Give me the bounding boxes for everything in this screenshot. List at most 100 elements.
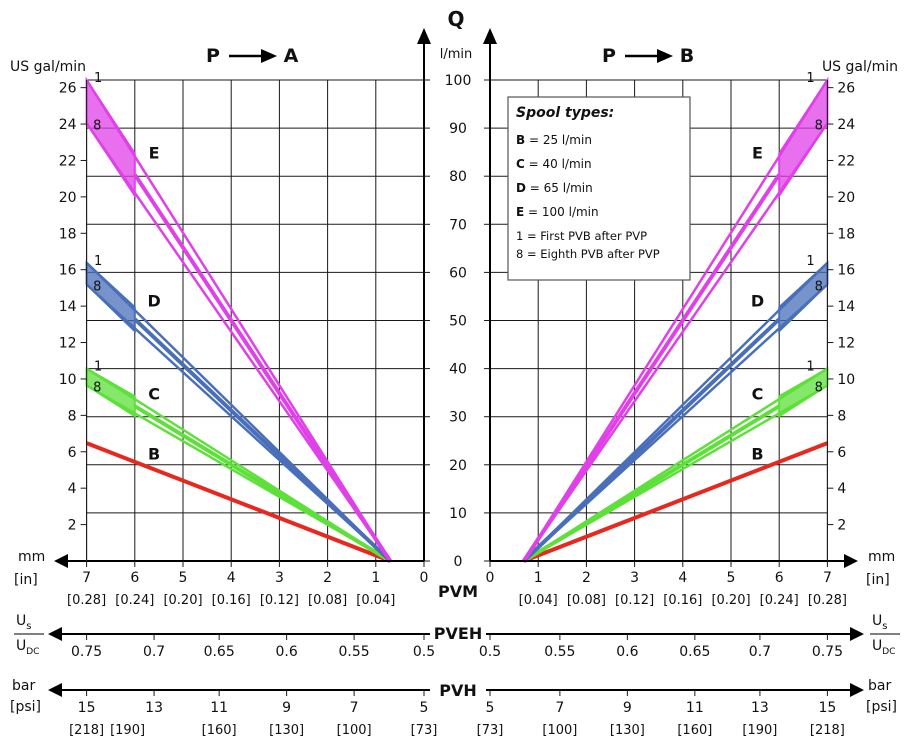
pvh-psi-right: [100] xyxy=(542,723,577,738)
series-band-e xyxy=(85,76,136,199)
legend-title: Spool types: xyxy=(516,105,614,121)
gal-tick-label-left: 16 xyxy=(59,263,77,279)
stroke-tick-label-left: 0 xyxy=(420,570,429,586)
stroke-inch-right: [0.12] xyxy=(615,593,654,608)
stroke-inch-left: [0.04] xyxy=(356,593,395,608)
pvh-tick-right: 7 xyxy=(555,700,564,716)
pveh-unit-den: UDC xyxy=(872,638,895,657)
pvh-tick-right: 13 xyxy=(751,700,769,716)
pvh-unit-psi-right: [psi] xyxy=(866,699,897,715)
series-upper-d xyxy=(522,261,829,562)
legend-entry: B = 25 l/min xyxy=(516,133,592,147)
pvh-arrow-left xyxy=(48,683,62,697)
series-upper-e xyxy=(85,79,392,562)
stroke-unit-mm: mm xyxy=(18,549,45,565)
gal-unit-left: US gal/min xyxy=(10,59,86,75)
q-axis-title: Q xyxy=(447,7,464,31)
labels: BC18D18E18BC18D18E1801020304050607080901… xyxy=(10,7,900,738)
pveh-tick-right: 0.7 xyxy=(749,644,771,660)
gal-tick-label-right: 24 xyxy=(837,117,855,133)
stroke-inch-right: [0.16] xyxy=(663,593,702,608)
gal-tick-label-left: 2 xyxy=(68,518,77,534)
pvh-psi-right: [218] xyxy=(810,723,845,738)
pvh-psi-left: [190] xyxy=(110,723,145,738)
pveh-tick-right: 0.65 xyxy=(679,644,710,660)
stroke-tick-label-right: 4 xyxy=(678,570,687,586)
series-line-e xyxy=(133,173,392,563)
pvh-psi-left: [100] xyxy=(337,723,372,738)
pveh-tick-left: 0.5 xyxy=(413,644,435,660)
q-tick-label: 20 xyxy=(449,458,467,474)
q-axis-unit: l/min xyxy=(440,47,473,62)
stroke-tick-label-right: 6 xyxy=(775,570,784,586)
gal-tick-label-left: 20 xyxy=(59,190,77,206)
stroke-tick-label-right: 1 xyxy=(534,570,543,586)
q-tick-label: 70 xyxy=(449,217,467,233)
pveh-label: PVEH xyxy=(434,624,482,643)
pveh-arrow-left xyxy=(48,627,62,641)
series-label-d: D xyxy=(751,292,764,311)
band-mark-1: 1 xyxy=(94,360,102,375)
q-tick-label: 30 xyxy=(449,410,467,426)
pvh-psi-right: [73] xyxy=(477,723,504,738)
gal-tick-label-left: 18 xyxy=(59,226,77,242)
gal-tick-label-right: 22 xyxy=(837,153,855,169)
stroke-inch-right: [0.28] xyxy=(808,593,847,608)
pvh-unit-bar: bar xyxy=(12,678,35,694)
series-band-e xyxy=(778,76,829,199)
axes xyxy=(48,28,864,697)
pveh-unit-den: UDC xyxy=(16,638,39,657)
gal-tick-label-left: 12 xyxy=(59,336,77,352)
pvh-tick-right: 9 xyxy=(623,700,632,716)
series-label-b: B xyxy=(148,445,160,464)
stroke-tick-label-left: 1 xyxy=(371,570,380,586)
stroke-tick-label-right: 3 xyxy=(630,570,639,586)
band-mark-8: 8 xyxy=(93,118,101,133)
stroke-unit-in: [in] xyxy=(14,572,38,588)
series-label-b: B xyxy=(751,445,763,464)
legend-box: Spool types: B = 25 l/min C = 40 l/min D =… xyxy=(507,96,691,281)
legend-note: 8 = Eighth PVB after PVP xyxy=(516,247,660,261)
series-lower-c xyxy=(85,384,391,563)
series-lower-c xyxy=(523,384,829,563)
q-tick-label: 80 xyxy=(449,169,467,185)
gal-tick-label-right: 10 xyxy=(837,372,855,388)
series-upper-d xyxy=(85,261,392,562)
band-mark-1: 1 xyxy=(806,71,814,86)
pveh-tick-left: 0.75 xyxy=(71,644,102,660)
pvh-tick-left: 15 xyxy=(78,700,96,716)
pveh-arrow-right xyxy=(850,627,864,641)
gal-tick-label-right: 18 xyxy=(837,226,855,242)
stroke-inch-right: [0.24] xyxy=(760,593,799,608)
pvh-tick-right: 11 xyxy=(686,700,704,716)
gal-tick-label-left: 26 xyxy=(59,81,77,97)
stroke-tick-label-right: 0 xyxy=(486,570,495,586)
pveh-tick-right: 0.55 xyxy=(544,644,575,660)
pvh-label: PVH xyxy=(439,681,477,700)
pveh-tick-right: 0.6 xyxy=(616,644,638,660)
pvh-psi-right: [160] xyxy=(677,723,712,738)
panel-title-from: P xyxy=(602,45,616,67)
stroke-inch-left: [0.08] xyxy=(308,593,347,608)
gal-tick-label-left: 22 xyxy=(59,153,77,169)
band-mark-8: 8 xyxy=(93,380,101,395)
series-label-d: D xyxy=(147,292,160,311)
stroke-tick-label-left: 2 xyxy=(323,570,332,586)
pveh-tick-left: 0.55 xyxy=(339,644,370,660)
pvh-tick-left: 9 xyxy=(282,700,291,716)
legend-entry: D = 65 l/min xyxy=(516,181,593,195)
pveh-tick-left: 0.6 xyxy=(275,644,297,660)
stroke-unit-in-right: [in] xyxy=(866,572,890,588)
gal-tick-label-right: 6 xyxy=(837,445,846,461)
pvh-tick-left: 5 xyxy=(420,700,429,716)
pvh-arrow-right xyxy=(850,683,864,697)
band-mark-8: 8 xyxy=(815,380,823,395)
pveh-tick-left: 0.7 xyxy=(143,644,165,660)
gal-tick-label-left: 8 xyxy=(68,408,77,424)
q-tick-label: 50 xyxy=(449,314,467,330)
series-line-b xyxy=(523,441,829,563)
panel-title-from: P xyxy=(206,45,220,67)
panel-title-to: A xyxy=(284,45,299,67)
gal-tick-label-right: 14 xyxy=(837,299,855,315)
